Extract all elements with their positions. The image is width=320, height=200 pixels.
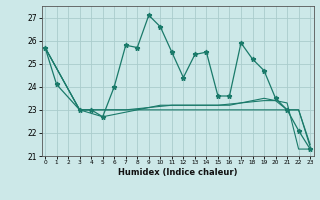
X-axis label: Humidex (Indice chaleur): Humidex (Indice chaleur) [118,168,237,177]
